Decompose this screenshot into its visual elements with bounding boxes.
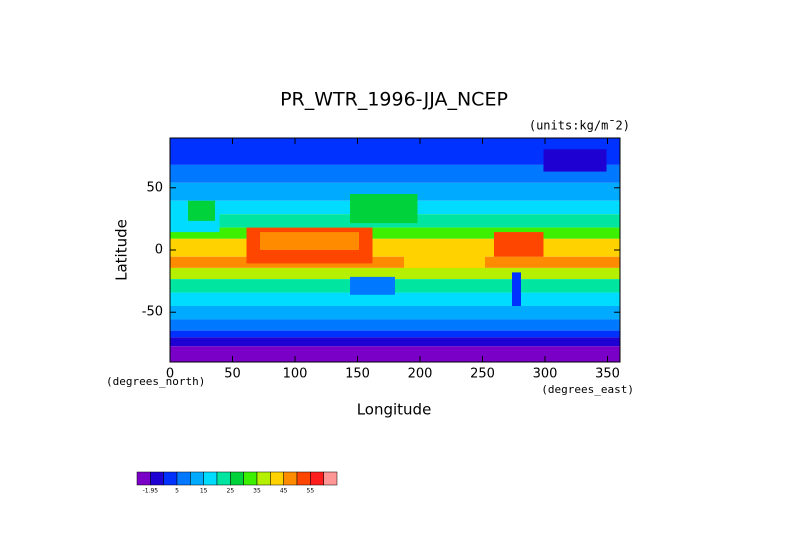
field-patch — [494, 232, 544, 257]
y-units: (degrees_north) — [106, 375, 205, 388]
colorbar-box — [243, 471, 258, 486]
field-band — [170, 164, 620, 183]
field-band — [170, 267, 620, 280]
field-patch — [260, 232, 359, 250]
field-band — [170, 306, 620, 320]
colorbar-label: -1.95 — [143, 488, 159, 495]
colorbar-box — [323, 471, 338, 486]
colorbar-box — [176, 471, 191, 486]
field-patch — [188, 200, 215, 221]
colorbar-box — [270, 471, 284, 486]
colorbar-box — [150, 471, 164, 486]
x-tick-label: 50 — [224, 367, 241, 382]
field-band — [170, 337, 620, 347]
field-band — [170, 292, 620, 306]
title: PR_WTR_1996-JJA_NCEP — [280, 89, 508, 111]
axes: 0 50 100 150 200 250 300 350 -50 0 50 — [142, 137, 621, 382]
field-patch — [350, 194, 418, 224]
x-tick-label: 150 — [345, 367, 370, 382]
x-tick-label: 350 — [595, 367, 620, 382]
colorbar-box — [230, 471, 244, 486]
field-patch — [543, 149, 607, 172]
x-tick-label: 100 — [283, 367, 308, 382]
y-tick-label: 0 — [155, 243, 163, 258]
x-tick-label: 300 — [533, 367, 558, 382]
field-band — [170, 238, 620, 257]
field-band — [170, 256, 620, 268]
colorbar-label: 45 — [280, 488, 288, 495]
colorbar-box — [256, 471, 271, 486]
x-label: Longitude — [357, 401, 432, 419]
x-tick-label: 250 — [470, 367, 495, 382]
field-band — [170, 319, 620, 331]
field — [170, 138, 620, 362]
colorbar-box — [216, 471, 231, 486]
field-band — [170, 227, 620, 239]
colorbar-box — [136, 471, 151, 486]
colorbar-box — [310, 471, 324, 486]
colorbar-box — [296, 471, 311, 486]
field-band — [170, 346, 620, 362]
colorbar-box — [283, 471, 298, 486]
y-label: Latitude — [113, 219, 131, 281]
x-units: (degrees_east) — [541, 383, 634, 396]
colorbar-label: 35 — [253, 488, 261, 495]
colorbar-box — [203, 471, 218, 486]
y-tick-label: -50 — [142, 305, 163, 320]
x-tick-label: 0 — [166, 367, 174, 382]
colorbar: -1.95 5 15 25 35 45 55 — [136, 471, 338, 495]
x-tick-label: 200 — [408, 367, 433, 382]
field-band — [170, 330, 620, 338]
colorbar-box — [163, 471, 178, 486]
colorbar-label: 15 — [200, 488, 208, 495]
units: (units:kg/m¯2) — [529, 119, 630, 133]
colorbar-label: 25 — [227, 488, 235, 495]
field-patch — [512, 272, 521, 306]
colorbar-label: 5 — [175, 488, 179, 495]
field-band — [170, 182, 620, 201]
colorbar-label: 55 — [307, 488, 315, 495]
colorbar-box — [190, 471, 204, 486]
y-tick-label: 50 — [146, 180, 163, 195]
field-patch — [350, 276, 395, 295]
field-patch — [404, 250, 485, 268]
